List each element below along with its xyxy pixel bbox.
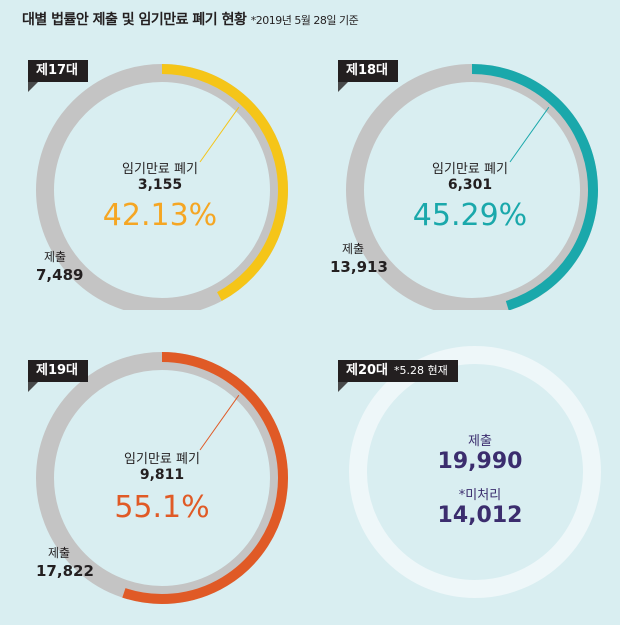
discarded-label: 임기만료 폐기 [124,452,200,467]
tag-fold [28,382,38,392]
session-label: 제19대 [36,363,79,378]
session-tag: 제19대 [28,360,89,382]
submitted-value: 7,489 [36,266,84,284]
discarded-value: 3,155 [137,177,183,193]
submitted-label: 제출 [48,546,71,560]
session-label: 제18대 [346,63,389,78]
session-note: *5.28 현재 [394,364,448,377]
discarded-label: 임기만료 폐기 [432,162,508,177]
session-label: 제20대 [346,363,389,378]
submitted-label: 제출 [468,434,492,449]
donut-17th [36,64,288,310]
donut-20th [349,346,601,598]
percent-value: 55.1% [114,490,210,525]
discarded-value: 9,811 [139,467,185,483]
session-tag: 제18대 [338,60,399,82]
leader-line [199,106,240,163]
title-main: 대별 법률안 제출 및 임기만료 폐기 현황 [22,12,247,28]
tag-fold [28,82,38,92]
percent-value: 45.29% [412,198,528,233]
page-title: 대별 법률안 제출 및 임기만료 폐기 현황 *2019년 5월 28일 기준 [22,9,359,29]
donut-ring [349,346,601,598]
discarded-arc [161,64,288,301]
discarded-arc [471,64,598,310]
pending-label: *미처리 [458,488,502,503]
donut-18th [346,64,598,310]
title-note: *2019년 5월 28일 기준 [250,14,359,27]
discarded-label: 임기만료 폐기 [122,162,198,177]
discarded-value: 6,301 [447,177,493,193]
submitted-label: 제출 [44,250,67,264]
percent-value: 42.13% [102,198,218,233]
session-tag: 제20대 *5.28 현재 [338,360,458,382]
submitted-value: 13,913 [330,258,388,276]
pending-value: 14,012 [437,503,523,528]
leader-line [199,394,240,451]
donut-19th [36,352,288,604]
submitted-value: 17,822 [36,562,94,580]
tag-fold [338,382,348,392]
discarded-arc [122,352,288,604]
tag-fold [338,82,348,92]
session-label: 제17대 [36,63,79,78]
chart-18th: 제18대 임기만료 폐기 6,301 45.29% 제출 13,913 [310,0,610,310]
submitted-value: 19,990 [437,449,523,474]
chart-19th: 제19대 임기만료 폐기 9,811 55.1% 제출 17,822 [0,300,300,610]
leader-line [509,106,550,163]
submitted-label: 제출 [342,242,365,256]
chart-20th: 제20대 *5.28 현재 제출 19,990 *미처리 14,012 [310,300,610,610]
session-tag: 제17대 [28,60,89,82]
chart-17th: 제17대 임기만료 폐기 3,155 42.13% 제출 7,489 [0,0,300,310]
